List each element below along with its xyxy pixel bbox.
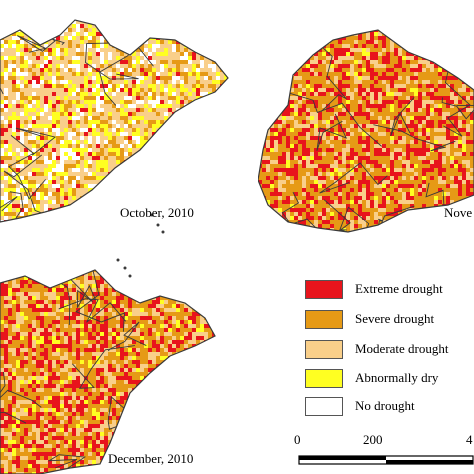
legend-label-severe: Severe drought (355, 311, 435, 326)
legend-swatch-moderate (305, 340, 343, 359)
legend-label-extreme: Extreme drought (355, 281, 443, 296)
map-october (0, 0, 232, 240)
scale-label-0: 0 (294, 432, 301, 447)
legend-item-extreme: Extreme drought (305, 280, 474, 302)
december-drought-map (0, 258, 216, 474)
legend-item-none: No drought (305, 397, 474, 419)
map-november (258, 0, 474, 240)
map-december (0, 248, 232, 474)
legend-swatch-severe (305, 310, 343, 329)
legend-swatch-none (305, 397, 343, 416)
scale-bar: 0 200 4 (294, 432, 474, 474)
legend-label-moderate: Moderate drought (355, 341, 449, 356)
caption-october: October, 2010 (120, 205, 194, 220)
november-drought-map (258, 29, 474, 233)
caption-november: Nove (444, 205, 473, 220)
scale-bar-graphic (298, 455, 474, 465)
scale-label-400: 4 (466, 432, 473, 447)
legend-label-abnormal: Abnormally dry (355, 370, 439, 385)
scale-label-200: 200 (363, 432, 383, 447)
legend-swatch-extreme (305, 280, 343, 299)
caption-december: December, 2010 (108, 451, 194, 466)
legend-item-abnormal: Abnormally dry (305, 369, 474, 391)
october-drought-map (0, 19, 229, 234)
legend-item-moderate: Moderate drought (305, 340, 474, 362)
legend-label-none: No drought (355, 398, 415, 413)
legend-swatch-abnormal (305, 369, 343, 388)
legend-item-severe: Severe drought (305, 310, 474, 332)
